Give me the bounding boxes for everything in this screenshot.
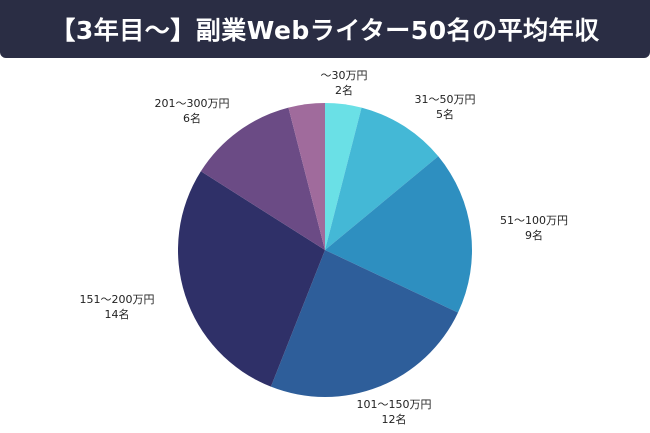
pie-slice [270, 250, 459, 397]
slice-count: 12名 [381, 413, 407, 426]
slice-count: 9名 [525, 229, 543, 242]
slice-label-201-300: 201〜300万円 6名 [155, 96, 230, 126]
title-bar: 【3年目〜】副業Webライター50名の平均年収 [0, 0, 650, 58]
slice-range: 〜30万円 [320, 69, 368, 82]
pie-slice [325, 103, 362, 250]
chart-title: 【3年目〜】副業Webライター50名の平均年収 [50, 16, 600, 45]
slice-range: 51〜100万円 [500, 214, 568, 227]
slice-range: 201〜300万円 [154, 97, 230, 110]
slice-count: 5名 [436, 108, 454, 121]
slice-count: 14名 [104, 308, 130, 321]
slice-range: 101〜150万円 [356, 398, 432, 411]
slice-label-151-200: 151〜200万円 14名 [80, 292, 155, 322]
pie-slice [325, 107, 439, 250]
slice-label-101-150: 101〜150万円 12名 [357, 397, 432, 427]
slice-count: 6名 [183, 112, 201, 125]
pie-slice [200, 107, 325, 250]
pie-slice [325, 156, 472, 313]
slice-range: 151〜200万円 [79, 293, 155, 306]
slice-label-51-100: 51〜100万円 9名 [500, 213, 568, 243]
slice-label-0-30: 〜30万円 2名 [321, 68, 368, 98]
slice-range: 31〜50万円 [414, 93, 476, 106]
slice-count: 2名 [335, 84, 353, 97]
pie-slice [288, 103, 325, 250]
pie-slice [178, 171, 325, 387]
slice-label-31-50: 31〜50万円 5名 [415, 92, 476, 122]
